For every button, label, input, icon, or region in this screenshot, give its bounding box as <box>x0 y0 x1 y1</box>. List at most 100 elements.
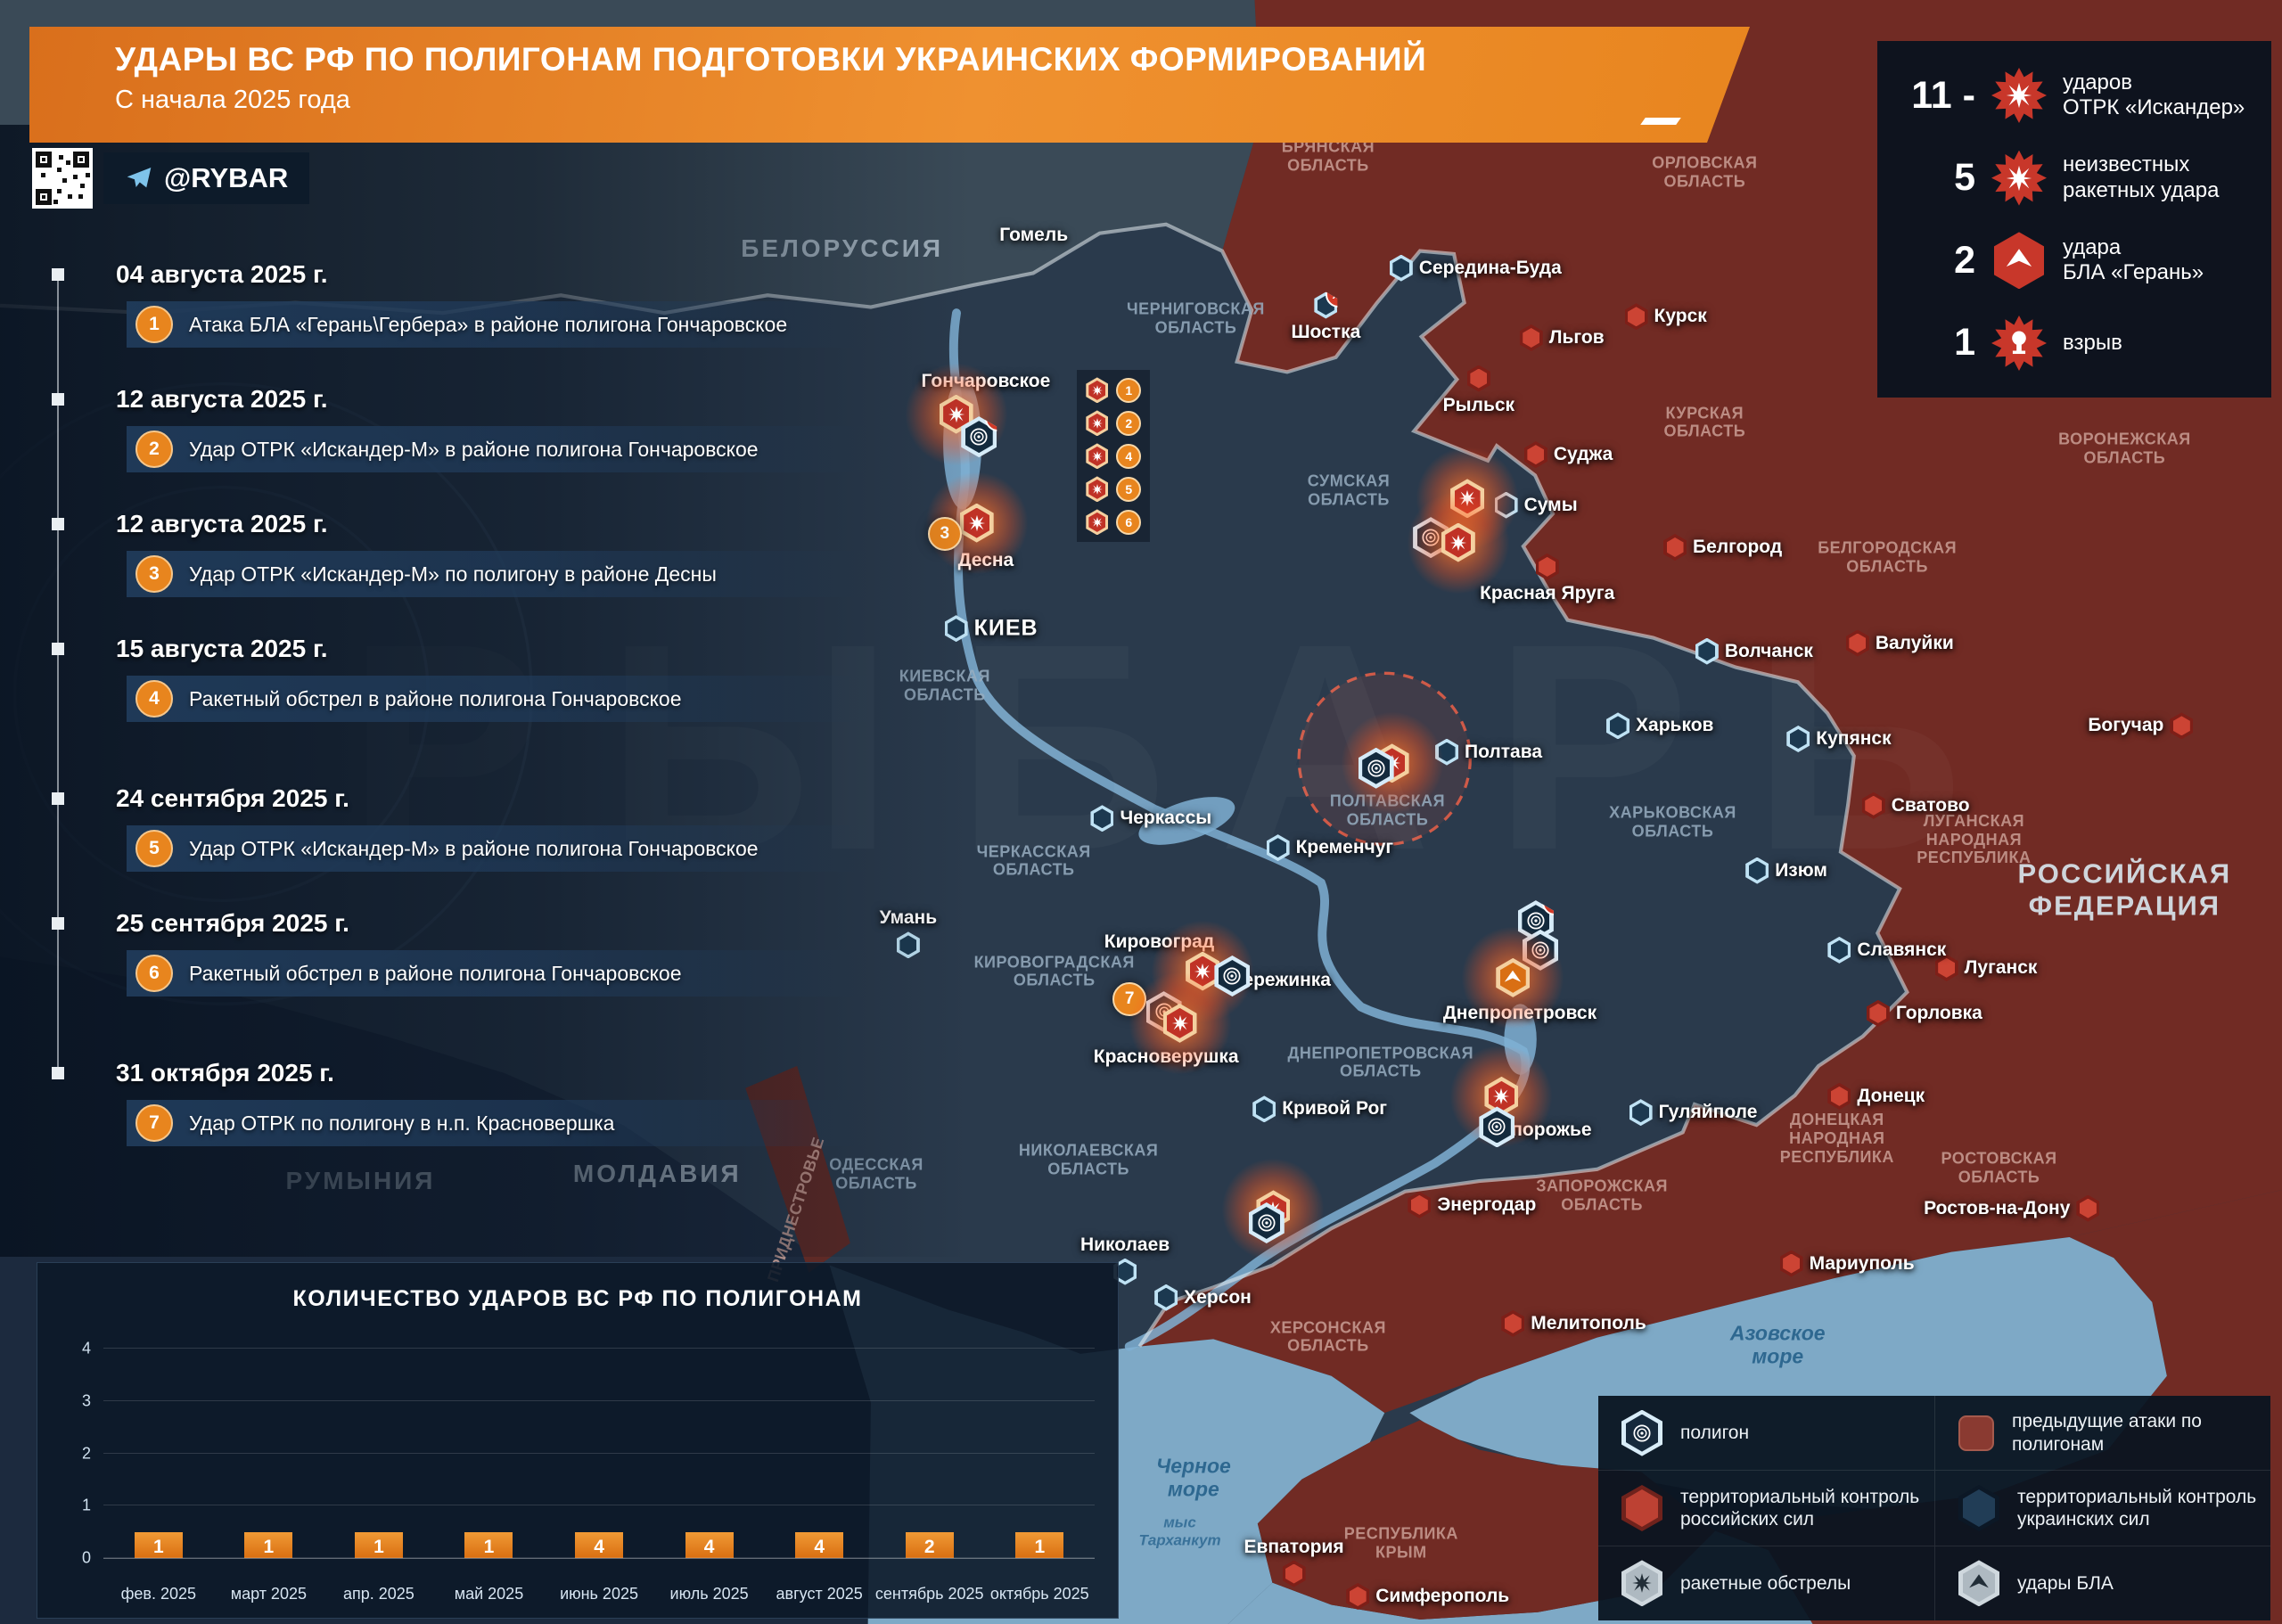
event-date: 12 августа 2025 г. <box>52 385 940 414</box>
map-label-line: ДНЕПРОПЕТРОВСКАЯ <box>1287 1043 1474 1062</box>
control-ua-icon <box>1958 1484 1999 1531</box>
missile-strike-icon <box>1441 522 1475 562</box>
map-label-line: ОБЛАСТЬ <box>2083 447 2166 466</box>
map-label: РОСТОВСКАЯ ОБЛАСТЬ <box>1941 1149 2056 1185</box>
city-label: Кременчуг <box>1295 837 1394 858</box>
chart-title: КОЛИЧЕСТВО УДАРОВ ВС РФ ПО ПОЛИГОНАМ <box>292 1286 863 1311</box>
city-label: Луганск <box>1964 956 2038 978</box>
drone-strike-icon <box>1496 957 1531 997</box>
city-marker <box>1266 834 1290 862</box>
stat-label-line: ракетных удара <box>2063 177 2220 202</box>
explosion-burst-icon <box>1493 1087 1510 1105</box>
explosion-burst-icon <box>1091 484 1103 495</box>
training-ground-target-icon <box>1488 1118 1506 1136</box>
city-label: Курск <box>1654 306 1707 327</box>
map-label: РЕСПУБЛИКА КРЫМ <box>1344 1524 1458 1561</box>
map-label-line: ОБЛАСТЬ <box>1013 971 1096 989</box>
drone-icon <box>1505 970 1522 982</box>
strike-list-row: 5 <box>1086 476 1142 503</box>
map-label-line: ЗАПОРОЖСКАЯ <box>1536 1177 1668 1195</box>
chart-bar: 1 <box>354 1532 403 1558</box>
event-number-badge: 1 <box>1116 377 1142 403</box>
map-label-line: НАРОДНАЯ <box>1925 830 2023 849</box>
gerani-drone-icon <box>1990 231 2048 290</box>
chart-bar-value: 1 <box>373 1537 384 1557</box>
city-marker-inner <box>2172 716 2190 736</box>
city-marker-inner <box>1116 1261 1134 1282</box>
city-label: Изюм <box>1775 859 1827 881</box>
explosion-burst-icon <box>2006 82 2032 109</box>
missile-strike-icon <box>1086 509 1109 536</box>
stat-label: удара БЛА «Герань» <box>2063 235 2204 286</box>
map-label-line: НИКОЛАЕВСКАЯ <box>1018 1141 1159 1160</box>
city-marker <box>1252 1095 1276 1123</box>
map-label: ЗАПОРОЖСКАЯ ОБЛАСТЬ <box>1536 1177 1668 1213</box>
legend-item-drone: удары БЛА <box>1934 1545 2270 1620</box>
chart-bar-value: 4 <box>814 1537 825 1557</box>
chart-bar-slot: 4 <box>654 1532 765 1558</box>
map-label: ДОНЕЦКАЯ НАРОДНАЯ РЕСПУБЛИКА <box>1780 1111 1894 1166</box>
event-text: Удар ОТРК «Искандер-М» в районе полигона… <box>189 437 759 461</box>
missile-hex <box>1621 1560 1662 1607</box>
city-marker <box>1827 1082 1851 1110</box>
city-label: Красная Яруга <box>1480 582 1615 603</box>
chart-bars: 1 1 1 1 4 4 4 2 1 <box>103 1349 1095 1558</box>
city-marker-inner <box>1830 1086 1848 1106</box>
event-text: Ракетный обстрел в районе полигона Гонча… <box>189 686 682 710</box>
chart-gridline <box>103 1399 1095 1401</box>
map-label-line: ОБЛАСТЬ <box>1663 422 1746 440</box>
chart-bar-slot: 1 <box>324 1532 434 1558</box>
control-ua-hex <box>1958 1484 1999 1531</box>
chart-bar: 1 <box>244 1532 293 1558</box>
chart-x-tick-label: май 2025 <box>454 1585 524 1603</box>
city-marker-inner <box>1748 860 1766 881</box>
training-ground-target-icon <box>1527 912 1545 930</box>
map-label-line: ОРЛОВСКАЯ <box>1652 153 1758 172</box>
missile-strike-icon <box>1484 1076 1519 1116</box>
city-label: Николаев <box>1079 1234 1170 1255</box>
legend-label: полигон <box>1680 1423 1750 1444</box>
legend-item-polygon: полигон <box>1598 1396 1934 1470</box>
qr-code <box>32 148 93 209</box>
legend-item-control-ua: территориальный контроль украинских сил <box>1934 1470 2270 1546</box>
city-label: Сумы <box>1523 494 1578 515</box>
map-label-line: ОБЛАСТЬ <box>1287 155 1369 174</box>
city-marker <box>1624 303 1648 331</box>
map-label-line: РЕСПУБЛИКА <box>1779 1147 1894 1166</box>
city-marker-inner <box>1523 327 1540 348</box>
timeline-entry: 25 сентября 2025 г. 6 Ракетный обстрел в р… <box>52 909 940 997</box>
missile-strike-icon <box>1086 476 1109 503</box>
drone-icon <box>1969 1574 1989 1588</box>
training-ground-target-icon <box>1367 759 1385 777</box>
city-label: Мелитополь <box>1531 1312 1646 1333</box>
event-number-badge: 6 <box>1116 509 1142 535</box>
legend-label: территориальный контроль российских сил <box>1680 1486 1920 1530</box>
training-ground-target-icon <box>1258 1214 1276 1232</box>
event-date: 25 сентября 2025 г. <box>52 909 940 938</box>
chart-x-tick-label: апр. 2025 <box>342 1585 415 1603</box>
legend-item-previous-attacks: предыдущие атаки по полигонам <box>1934 1396 2270 1471</box>
map-label-line: РЕСПУБЛИКА <box>1917 849 2032 867</box>
mushroom-cloud-icon <box>2012 331 2026 355</box>
event-number-badge: 5 <box>135 830 173 867</box>
event-text: Удар ОТРК по полигону в н.п. Красновершк… <box>189 1111 615 1135</box>
missile-strike-icon-inner <box>1088 446 1106 466</box>
event-item: 2 Удар ОТРК «Искандер-М» в районе полигон… <box>127 426 872 472</box>
city-marker <box>1695 637 1719 665</box>
map-label-line: НАРОДНАЯ <box>1789 1128 1885 1147</box>
event-number-badge: 4 <box>135 680 173 718</box>
city-marker-inner <box>1869 1003 1887 1023</box>
map-label-line: ОБЛАСТЬ <box>1346 810 1429 829</box>
map-label-line: море <box>1752 1344 1804 1368</box>
missile-strike-icon <box>1086 377 1109 404</box>
chart-bar-slot: 1 <box>985 1532 1096 1558</box>
polygon-icon <box>1621 1409 1662 1456</box>
city-marker <box>1606 712 1630 740</box>
city-marker-inner <box>1783 1253 1801 1274</box>
frontline-border <box>0 222 1909 1348</box>
city-label: Купянск <box>1816 728 1892 749</box>
city-label: Евпатория <box>1244 1536 1344 1557</box>
chart-bar-value: 4 <box>703 1537 715 1557</box>
header-banner: УДАРЫ ВС РФ ПО ПОЛИГОНАМ ПОДГОТОВКИ УКРА… <box>29 27 1750 143</box>
strike-list-row: 1 <box>1086 377 1142 404</box>
